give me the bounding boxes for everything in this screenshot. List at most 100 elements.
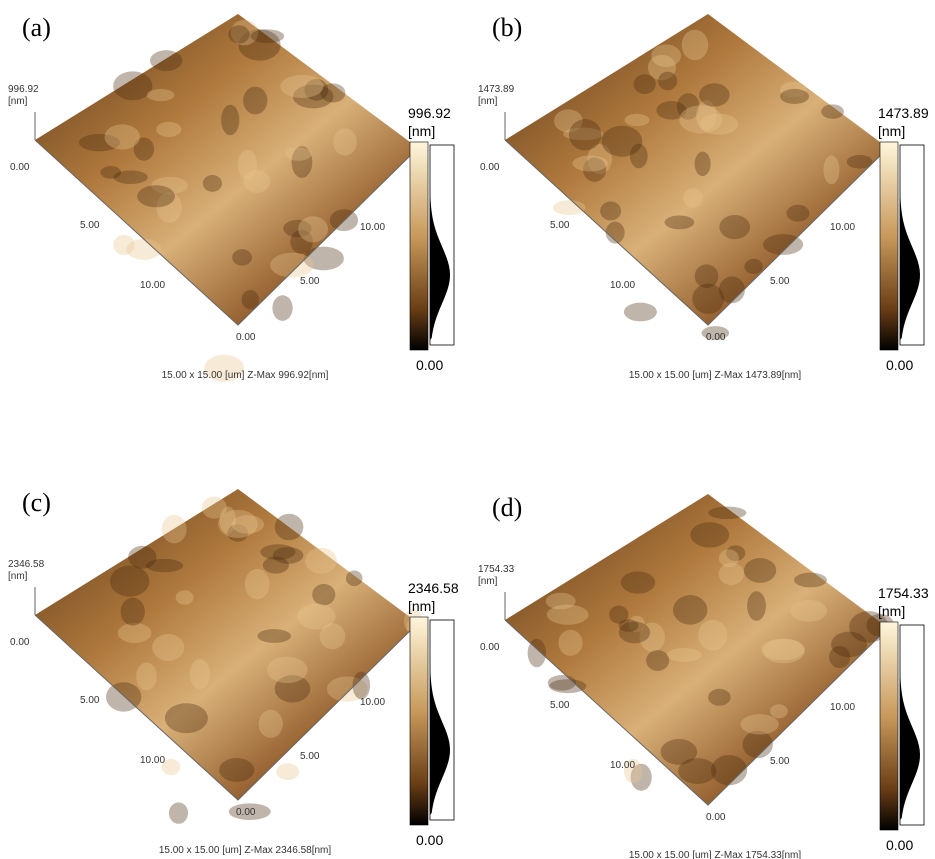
surface-peak	[780, 89, 809, 104]
left-tick: 10.00	[140, 280, 165, 291]
surface-peak	[548, 675, 576, 691]
surface-peak	[621, 571, 655, 593]
caption: 15.00 x 15.00 [um] Z-Max 996.92[nm]	[162, 370, 329, 381]
surface-peak	[790, 600, 827, 622]
surface-peak	[128, 546, 156, 569]
left-tick: 5.00	[550, 700, 570, 711]
surface-peak	[228, 25, 249, 43]
left-tick: 5.00	[80, 220, 100, 231]
surface-peak	[761, 639, 805, 661]
surface-peak	[708, 507, 746, 519]
left-tick: 5.00	[550, 220, 570, 231]
z-min: 0.00	[480, 162, 500, 173]
right-tick: 10.00	[830, 702, 855, 713]
surface-peak	[110, 566, 150, 597]
z-unit: [nm]	[478, 576, 498, 587]
caption: 15.00 x 15.00 [um] Z-Max 1473.89[nm]	[629, 370, 802, 381]
surface-peak	[305, 548, 337, 574]
scale-unit: [nm]	[878, 603, 905, 619]
surface-peak	[667, 648, 702, 662]
surface-peak	[786, 205, 809, 222]
z-unit: [nm]	[8, 571, 28, 582]
surface-peak	[558, 630, 582, 656]
right-tick: 5.00	[770, 276, 790, 287]
color-bar	[410, 617, 428, 825]
left-tick: 10.00	[140, 755, 165, 766]
surface-peak	[683, 188, 702, 208]
corner-tick: 0.00	[236, 807, 256, 818]
afm-panel: (a)996.92[nm]0.005.0010.000.005.0010.009…	[8, 13, 454, 382]
z-unit: [nm]	[8, 96, 28, 107]
surface-peak	[118, 623, 152, 643]
caption: 15.00 x 15.00 [um] Z-Max 1754.33[nm]	[629, 850, 802, 859]
surface-peak	[569, 119, 601, 150]
surface-peak	[646, 650, 669, 671]
corner-tick: 0.00	[706, 812, 726, 823]
surface-peak	[272, 295, 292, 321]
z-max: 2346.58	[8, 559, 45, 570]
left-tick: 5.00	[80, 695, 100, 706]
surface-peak	[232, 249, 252, 265]
surface-peak	[275, 514, 304, 540]
corner-tick: 0.00	[706, 332, 726, 343]
surface-peak	[572, 155, 607, 171]
surface-peak	[634, 74, 656, 94]
surface-peak	[104, 124, 140, 149]
surface-peak	[553, 200, 586, 215]
color-bar	[880, 622, 898, 830]
surface-peak	[699, 114, 738, 135]
surface-peak	[219, 758, 254, 782]
surface-peak	[719, 215, 750, 239]
surface-peak	[218, 510, 258, 538]
surface-peak	[257, 629, 291, 643]
surface-peak	[260, 544, 295, 560]
surface-peak	[238, 150, 257, 180]
color-bar	[410, 142, 428, 350]
scale-max: 2346.58	[408, 580, 459, 596]
surface-peak	[600, 202, 621, 221]
surface-peak	[821, 104, 844, 118]
surface-peak	[259, 710, 283, 738]
surface-peak	[113, 71, 152, 100]
right-tick: 10.00	[360, 697, 385, 708]
scale-unit: [nm]	[878, 123, 905, 139]
surface-peak	[152, 634, 184, 661]
surface-peak	[740, 714, 778, 734]
scale-min: 0.00	[886, 357, 913, 373]
surface-peak	[176, 590, 194, 604]
right-tick: 5.00	[770, 756, 790, 767]
scale-max: 1754.33	[878, 585, 929, 601]
afm-panel: (c)2346.58[nm]0.005.0010.000.005.0010.00…	[8, 488, 459, 856]
surface-peak	[618, 619, 638, 632]
color-bar	[880, 142, 898, 350]
left-tick: 10.00	[610, 280, 635, 291]
surface-peak	[708, 689, 731, 706]
surface-peak	[100, 166, 121, 179]
surface-peak	[719, 563, 744, 585]
surface-peak	[624, 303, 657, 322]
surface-peak	[267, 657, 307, 684]
surface-peak	[651, 44, 681, 67]
surface-peak	[747, 591, 766, 620]
scale-unit: [nm]	[408, 123, 435, 139]
surface-peak	[280, 75, 323, 98]
z-unit: [nm]	[478, 96, 498, 107]
surface-peak	[190, 659, 210, 689]
surface-peak	[711, 755, 747, 785]
surface	[35, 14, 418, 325]
z-max: 996.92	[8, 84, 39, 95]
surface-peak	[698, 620, 727, 651]
surface-peak	[624, 114, 649, 126]
panel-label: (b)	[492, 13, 522, 42]
scale-min: 0.00	[886, 837, 913, 853]
panel-label: (c)	[22, 488, 51, 517]
surface-peak	[126, 239, 161, 260]
scale-max: 1473.89	[878, 105, 929, 121]
surface-peak	[673, 595, 707, 624]
z-min: 0.00	[10, 162, 30, 173]
surface-peak	[346, 570, 363, 586]
caption: 15.00 x 15.00 [um] Z-Max 2346.58[nm]	[159, 845, 332, 856]
surface-peak	[661, 739, 698, 765]
surface	[35, 489, 418, 800]
surface-peak	[297, 603, 335, 629]
